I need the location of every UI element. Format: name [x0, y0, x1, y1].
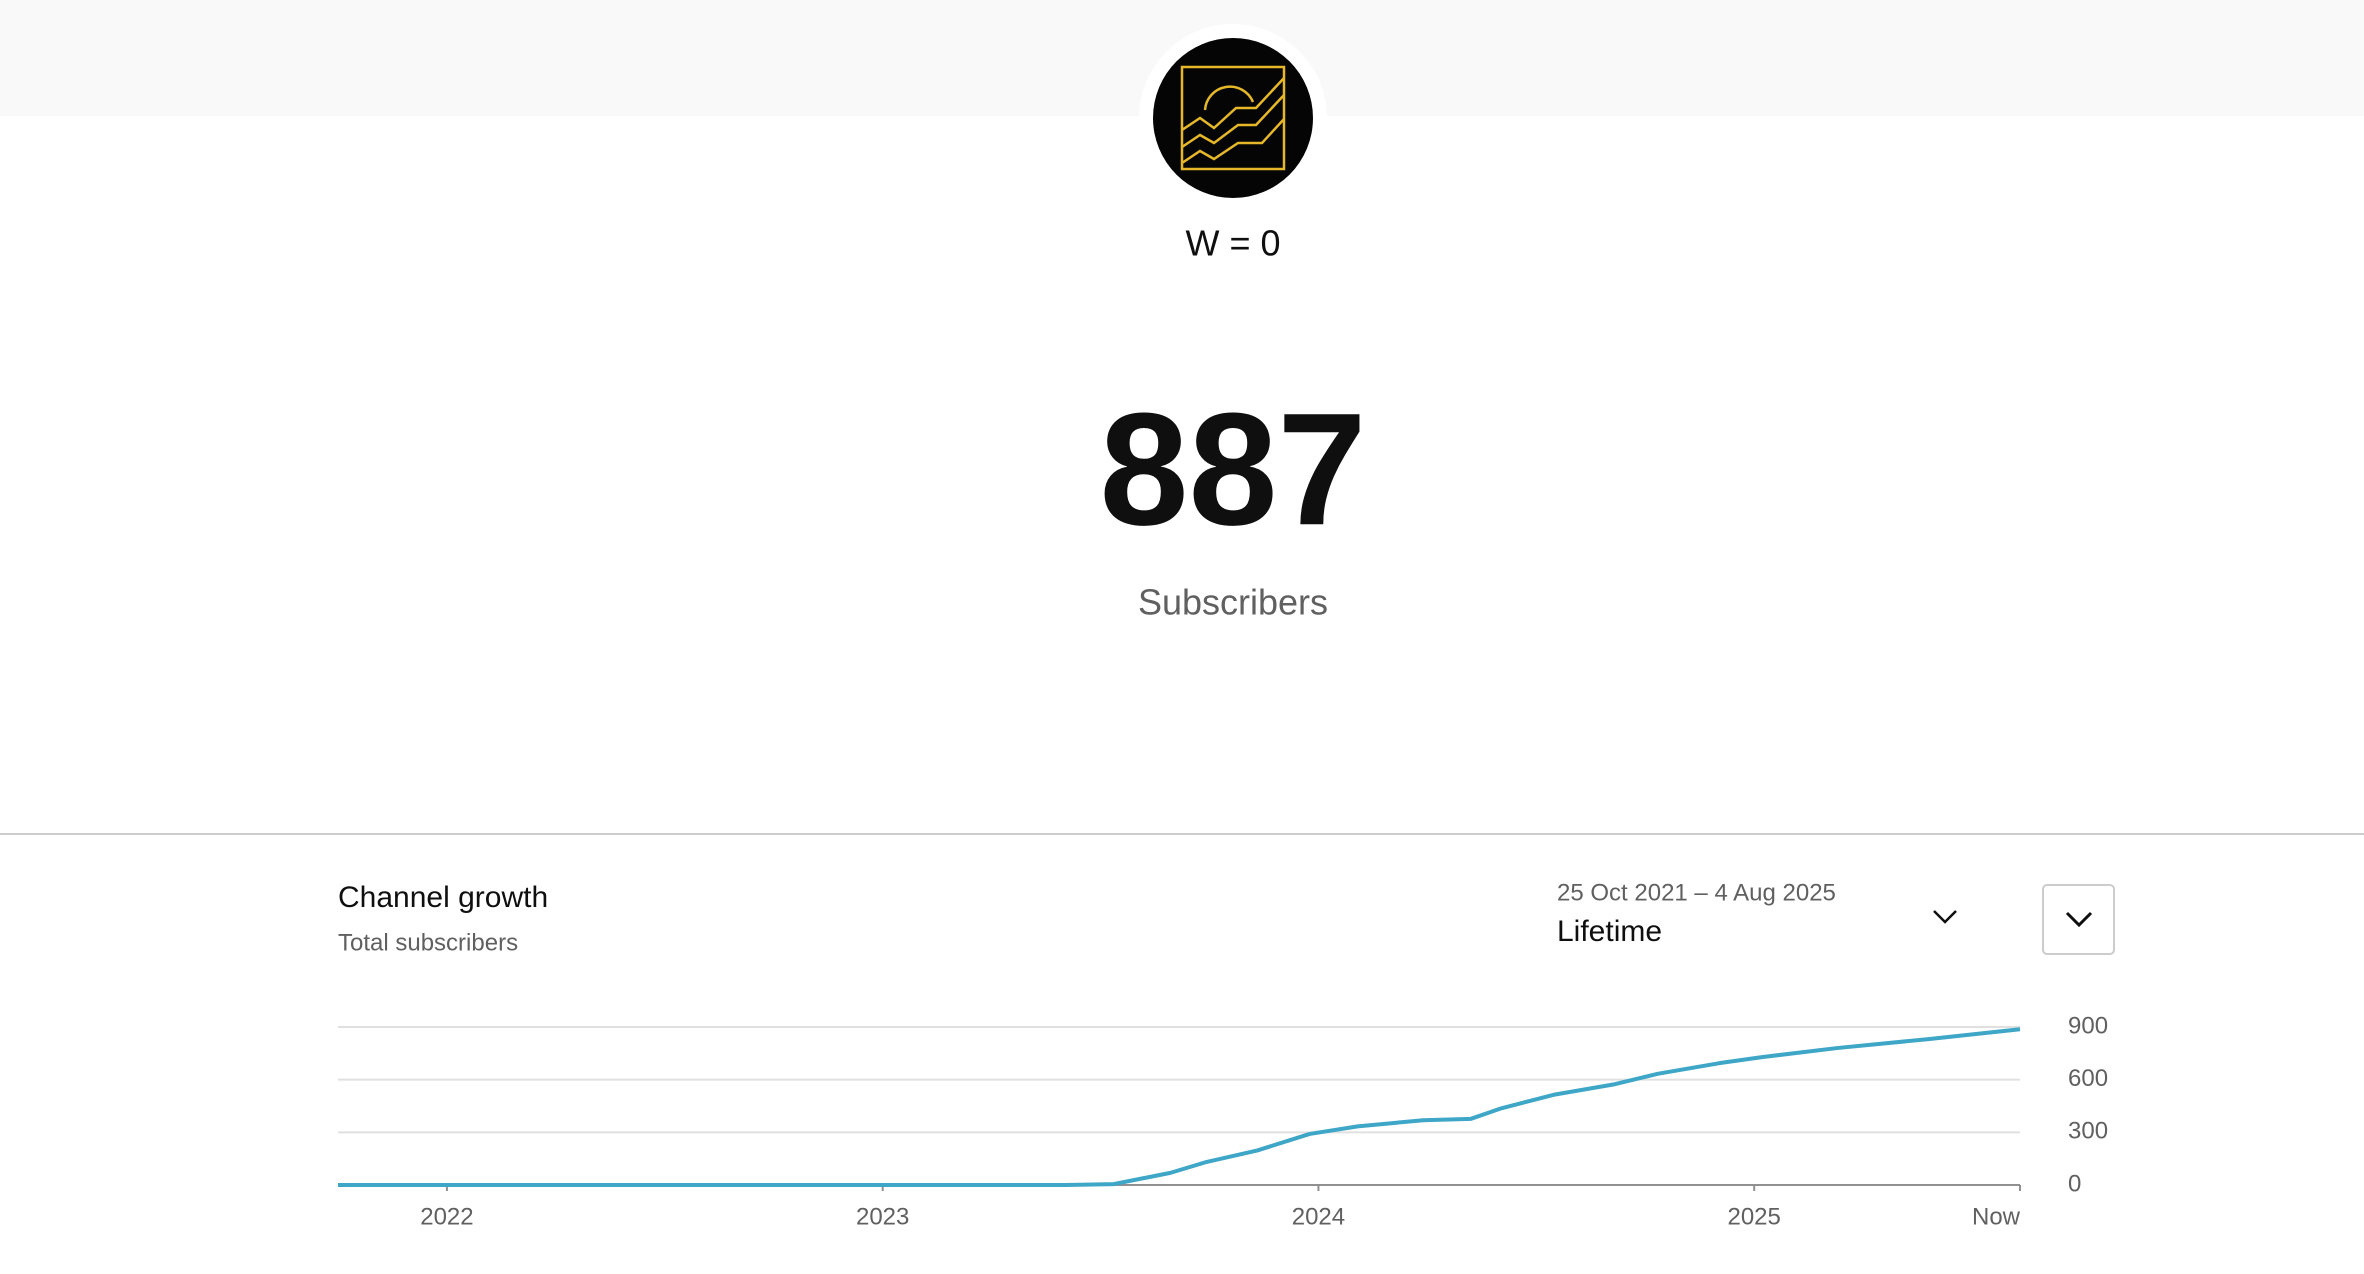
x-tick-label: Now	[1972, 1203, 2021, 1230]
x-tick-label: 2025	[1727, 1203, 1780, 1230]
y-tick-label: 0	[2068, 1170, 2081, 1197]
period: Lifetime	[1557, 915, 1662, 948]
x-tick-label: 2024	[1292, 1203, 1345, 1230]
subscriber-label: Subscribers	[1138, 582, 1328, 623]
y-tick-label: 900	[2068, 1012, 2108, 1039]
logo	[1180, 65, 1286, 171]
y-tick-label: 300	[2068, 1118, 2108, 1145]
panel-subtitle: Total subscribers	[338, 929, 518, 956]
dropdown-chevron	[1933, 910, 1957, 924]
period-dropdown[interactable]: 25 Oct 2021 – 4 Aug 2025 Lifetime	[1557, 879, 1957, 948]
x-tick-label: 2022	[420, 1203, 473, 1230]
growth-line	[338, 1027, 2021, 1187]
x-tick-label: 2023	[856, 1203, 909, 1230]
expand-button[interactable]	[2042, 884, 2115, 955]
chart: 0 300 600 900 2022 2023 2024 2025 Now	[338, 1012, 2108, 1230]
button-chevron	[2065, 911, 2093, 928]
y-tick-label: 600	[2068, 1065, 2108, 1092]
channel-name: W = 0	[1185, 223, 1280, 264]
subscriber-count: 887	[1100, 379, 1367, 558]
button-frame	[2042, 884, 2115, 955]
avatar	[1153, 38, 1313, 198]
date-range: 25 Oct 2021 – 4 Aug 2025	[1557, 879, 1836, 906]
panel-title: Channel growth	[338, 881, 548, 914]
